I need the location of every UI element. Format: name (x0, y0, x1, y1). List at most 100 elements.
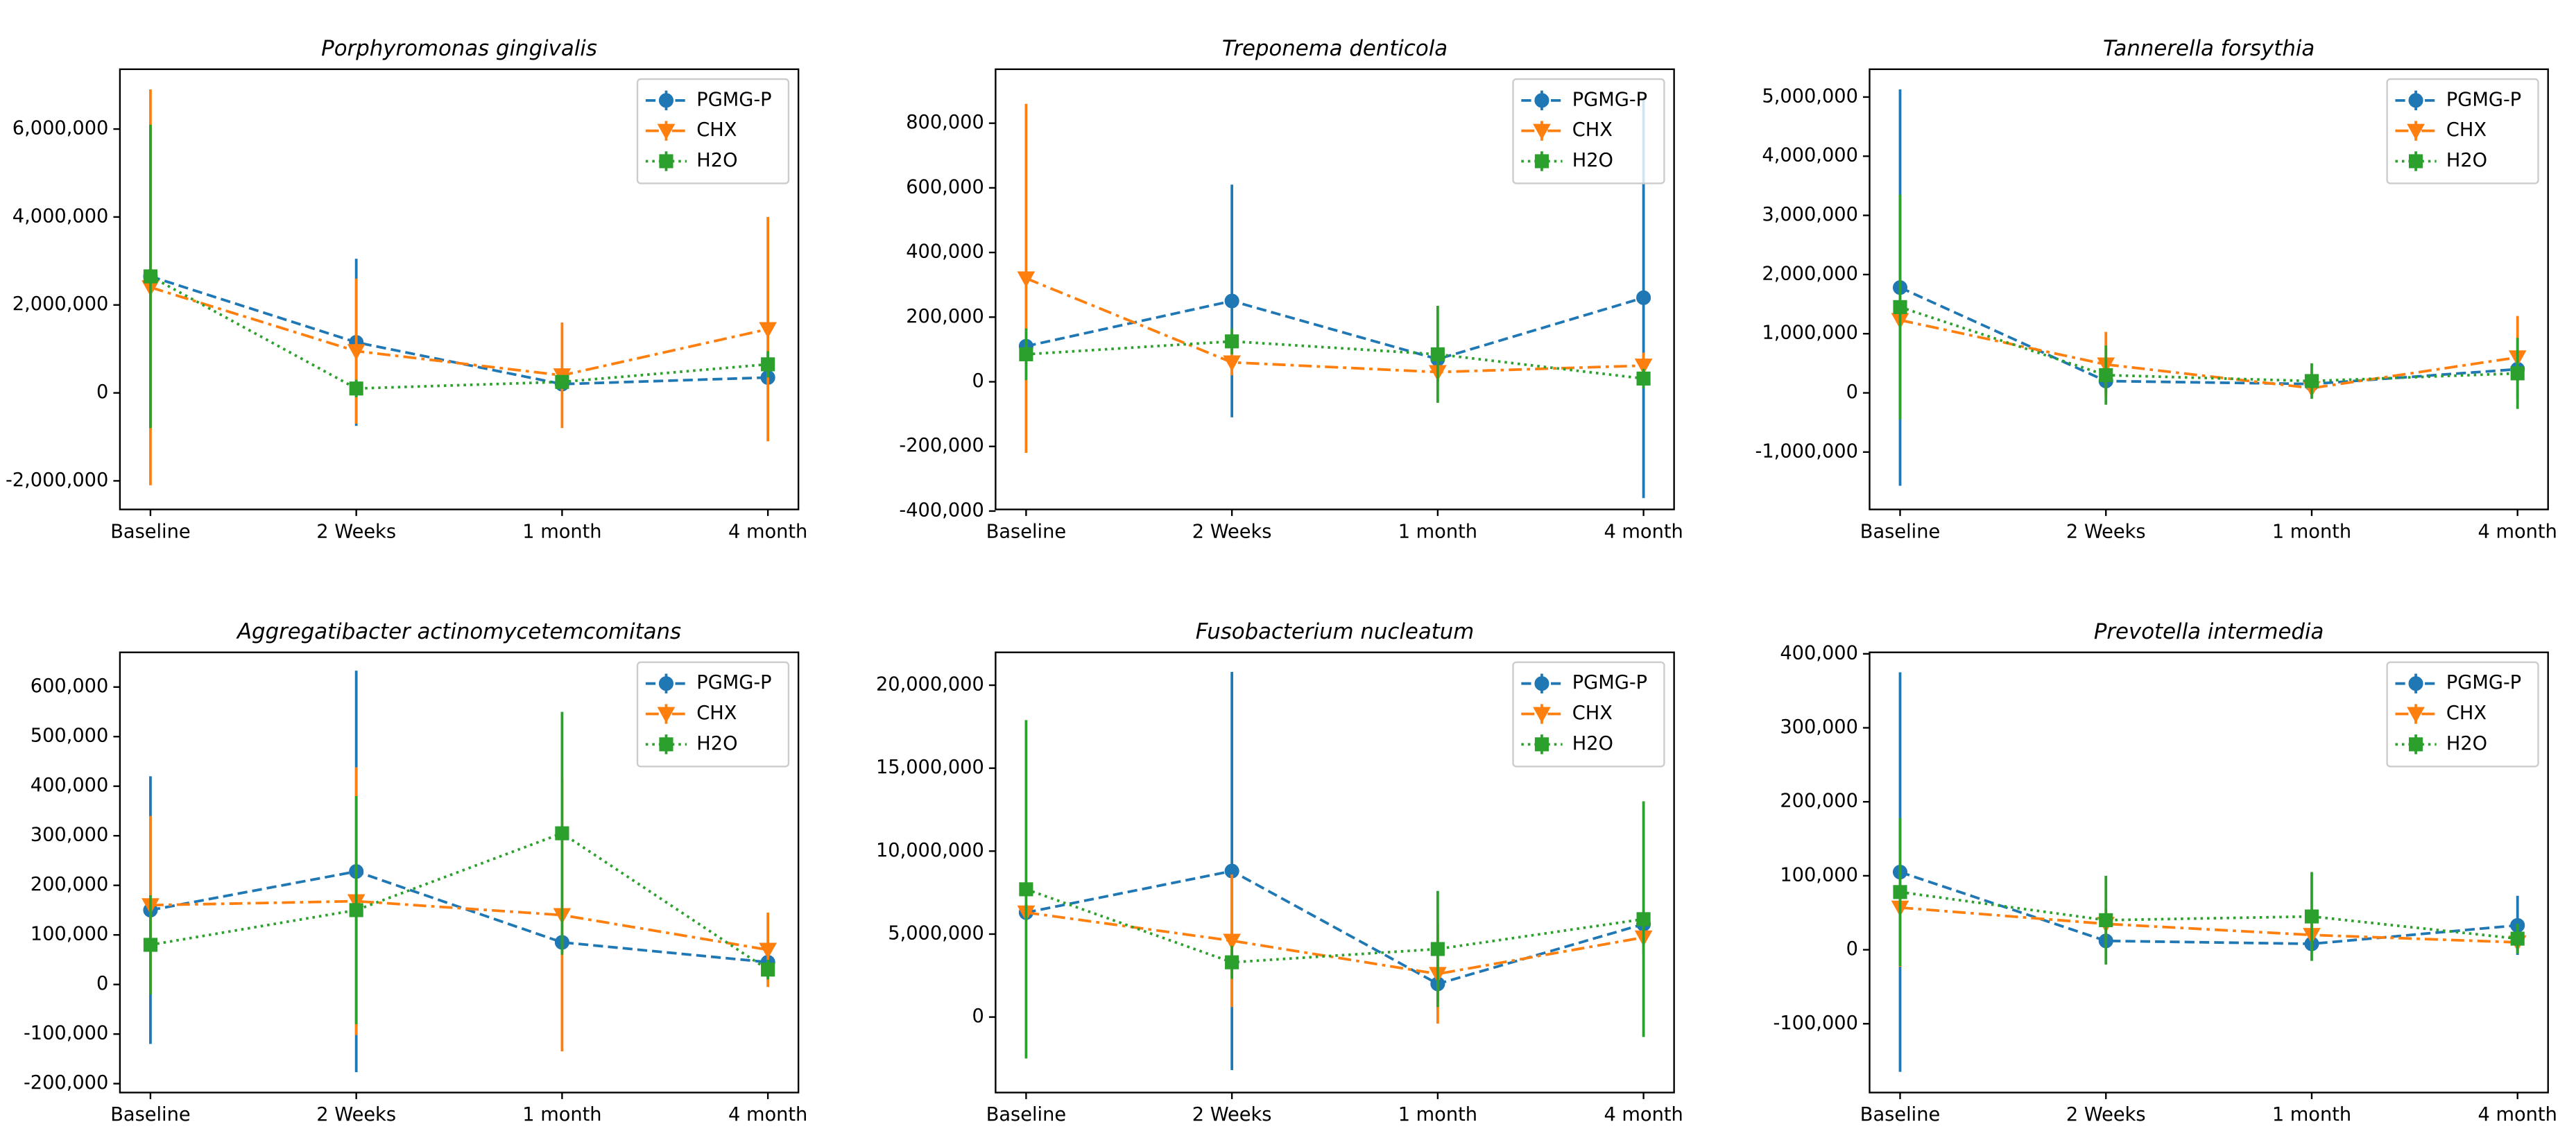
legend-marker (2408, 93, 2423, 108)
legend-box (1512, 78, 1665, 184)
legend-box (636, 661, 790, 768)
y-tick-label: 4,000,000 (12, 205, 109, 227)
y-tick-label: 400,000 (31, 775, 109, 796)
legend-marker (2407, 707, 2425, 723)
x-tick-label: 1 month (522, 521, 601, 542)
legend-marker (1534, 737, 1549, 752)
legend-marker (2407, 123, 2425, 140)
series-line (1026, 870, 1645, 985)
x-tick-label: Baseline (110, 521, 190, 542)
x-tick-label: Baseline (986, 1104, 1066, 1126)
y-tick-label: 200,000 (906, 306, 984, 327)
y-tick-label: 400,000 (906, 241, 984, 263)
data-point (2510, 366, 2525, 381)
data-point (143, 938, 157, 952)
y-tick-label: -100,000 (24, 1023, 108, 1044)
y-tick-label: 6,000,000 (12, 118, 109, 139)
x-tick-label: 4 month (728, 1104, 807, 1126)
y-tick-label: 200,000 (1780, 791, 1858, 812)
data-point (1017, 271, 1036, 288)
x-tick-label: 2 Weeks (1192, 1104, 1272, 1126)
x-tick-label: 2 Weeks (2066, 521, 2146, 542)
data-point (1224, 293, 1239, 309)
series-line (1026, 340, 1644, 380)
data-point (761, 357, 775, 372)
data-point (2099, 913, 2113, 927)
data-point (349, 903, 363, 917)
y-tick-label: 4,000,000 (1762, 145, 1858, 166)
data-point (1019, 882, 1033, 897)
y-tick-label: -2,000,000 (6, 469, 108, 491)
data-point (2510, 931, 2525, 946)
y-tick-label: -1,000,000 (1755, 440, 1858, 462)
legend-box (2386, 78, 2539, 184)
x-tick-label: 4 month (2478, 1104, 2557, 1126)
y-tick-label: 600,000 (906, 176, 984, 198)
series-line (1900, 906, 2518, 944)
data-point (761, 963, 775, 977)
legend-marker (1533, 707, 1551, 723)
plot-frame (119, 68, 800, 510)
x-tick-label: 2 Weeks (316, 1104, 396, 1126)
y-tick-label: 15,000,000 (876, 757, 984, 778)
y-tick-label: 0 (96, 381, 108, 403)
legend-label: H2O (1572, 150, 1613, 171)
y-tick-label: -200,000 (899, 435, 984, 456)
y-tick-label: 400,000 (1780, 642, 1858, 664)
legend-label: CHX (2446, 702, 2487, 724)
y-tick-label: 5,000,000 (888, 922, 984, 944)
data-point (1636, 290, 1651, 305)
plot-frame (995, 651, 1675, 1094)
legend-label: CHX (2446, 119, 2487, 141)
legend-box (1512, 661, 1665, 768)
legend-label: PGMG-P (2446, 89, 2521, 110)
chart-title: Tannerella forsythia (2103, 36, 2315, 61)
series-line (1025, 277, 1644, 374)
data-point (2304, 374, 2319, 388)
chart-title: Porphyromonas gingivalis (321, 36, 597, 61)
data-point (1893, 300, 1907, 314)
data-point (1636, 912, 1651, 926)
x-tick-label: 2 Weeks (316, 521, 396, 542)
legend-marker (1534, 93, 1549, 108)
y-tick-label: 2,000,000 (1762, 263, 1858, 284)
x-tick-label: 4 month (1604, 521, 1683, 542)
data-point (347, 344, 366, 361)
data-point (1225, 955, 1239, 969)
legend-label: H2O (2446, 150, 2487, 171)
x-tick-label: 2 Weeks (1192, 521, 1272, 542)
legend-box (636, 78, 790, 184)
x-tick-label: 1 month (2272, 521, 2351, 542)
y-tick-label: -200,000 (24, 1072, 108, 1094)
series-line (1899, 286, 2518, 386)
y-tick-label: -400,000 (899, 499, 984, 521)
data-point (1636, 371, 1651, 386)
legend-marker (1534, 154, 1549, 169)
y-tick-label: 300,000 (31, 825, 109, 846)
series-line (1900, 318, 2518, 390)
legend-marker (1533, 123, 1551, 140)
data-point (349, 381, 363, 396)
x-tick-label: 1 month (2272, 1104, 2351, 1126)
series-line (1900, 890, 2518, 940)
series-line (150, 286, 768, 377)
x-tick-label: 4 month (728, 521, 807, 542)
x-tick-label: 4 month (2478, 521, 2557, 542)
x-tick-label: 1 month (522, 1104, 601, 1126)
legend-marker (1534, 676, 1549, 691)
data-point (143, 269, 157, 284)
x-tick-label: Baseline (1860, 521, 1940, 542)
data-point (1634, 359, 1653, 375)
x-tick-label: Baseline (1860, 1104, 1940, 1126)
data-point (555, 374, 569, 389)
y-tick-label: 3,000,000 (1762, 204, 1858, 225)
chart-title: Fusobacterium nucleatum (1196, 619, 1475, 644)
legend-label: H2O (2446, 733, 2487, 754)
legend-box (2386, 661, 2539, 768)
legend-label: H2O (696, 733, 737, 754)
y-tick-label: 20,000,000 (876, 674, 984, 696)
chart-title: Prevotella intermedia (2094, 619, 2324, 644)
data-point (2304, 909, 2319, 924)
data-point (759, 322, 777, 338)
